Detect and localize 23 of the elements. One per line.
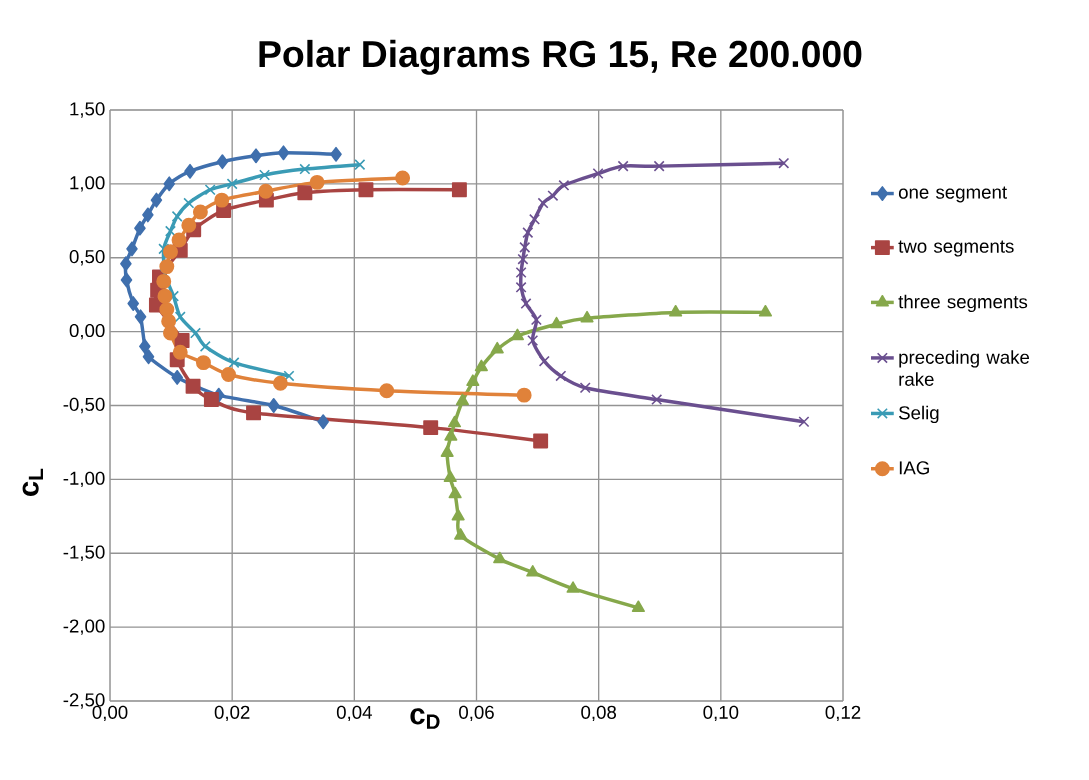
y-tick-label: -2,00 bbox=[63, 619, 105, 635]
legend-label: one segment bbox=[898, 186, 1007, 203]
x-tick-label: 0,12 bbox=[825, 705, 861, 722]
x-tick-label: 0,10 bbox=[703, 705, 739, 722]
y-tick-label: -1,00 bbox=[63, 471, 105, 488]
x-axis-title: c$_{D}$ bbox=[410, 708, 440, 729]
x-tick-label: 0,04 bbox=[336, 705, 372, 722]
x-tick-label: 0,06 bbox=[459, 705, 494, 722]
legend-label: three segments bbox=[898, 294, 1028, 313]
y-tick-label: -1,50 bbox=[63, 545, 105, 561]
x-tick-label: 0,08 bbox=[581, 705, 617, 722]
y-tick-label: 0,50 bbox=[69, 250, 105, 266]
legend-label: preceding wake rake bbox=[899, 350, 1030, 386]
y-tick-label: 0,00 bbox=[69, 323, 105, 340]
chart-title: Polar Diagrams RG 15, Re 200.000 bbox=[259, 39, 862, 75]
y-axis-title: c$_{L}$ bbox=[22, 468, 43, 496]
x-tick-label: 0,02 bbox=[214, 705, 250, 722]
y-tick-label: 1,00 bbox=[70, 176, 105, 192]
legend-label: Selig bbox=[899, 405, 939, 424]
y-tick-label: 1,50 bbox=[70, 102, 105, 118]
legend-label: two segments bbox=[898, 240, 1014, 257]
y-tick-label: -0,50 bbox=[63, 397, 105, 414]
legend-label: IAG bbox=[899, 461, 929, 475]
